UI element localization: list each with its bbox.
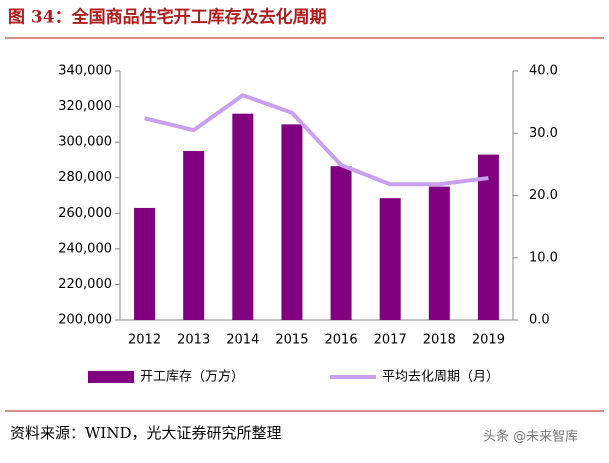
x-tick-label: 2016 [325,333,358,348]
x-tick-label: 2017 [374,333,407,348]
y-tick-label: 280,000 [58,170,112,185]
x-tick-label: 2013 [177,333,210,348]
bar [330,166,352,320]
line [144,93,489,187]
legend-swatch [88,371,134,383]
y-tick-label: 340,000 [58,64,112,79]
bar [232,113,254,320]
bar [281,124,303,320]
x-tick-label: 2015 [275,333,308,348]
bar [477,154,499,320]
bar [134,207,156,320]
y2-tick-label: 10.0 [529,250,558,265]
y2-tick-label: 30.0 [529,126,558,141]
source: 资料来源：WIND，光大证券研究所整理 [10,424,282,442]
legend-label: 开工库存（万方） [140,369,244,385]
legend-label: 平均去化周期（月） [382,370,499,385]
x-tick-label: 2014 [226,333,259,348]
y2-tick-label: 40.0 [529,64,558,79]
chart-title: 图 34：全国商品住宅开工库存及去化周期 [8,7,327,28]
y-tick-label: 260,000 [58,206,112,221]
y-tick-label: 220,000 [58,277,112,292]
x-tick-label: 2012 [128,333,161,348]
y-tick-label: 320,000 [58,99,112,114]
y-tick-label: 300,000 [58,135,112,150]
y-tick-label: 240,000 [58,241,112,256]
bar [379,198,401,320]
y-tick-label: 200,000 [58,313,112,328]
bar [183,151,205,320]
y2-tick-label: 0.0 [529,313,550,328]
x-tick-label: 2018 [423,333,456,348]
y2-tick-label: 20.0 [529,188,558,203]
bar [428,186,450,320]
x-tick-label: 2019 [472,333,505,348]
watermark: 头条 @未来智库 [483,429,578,445]
